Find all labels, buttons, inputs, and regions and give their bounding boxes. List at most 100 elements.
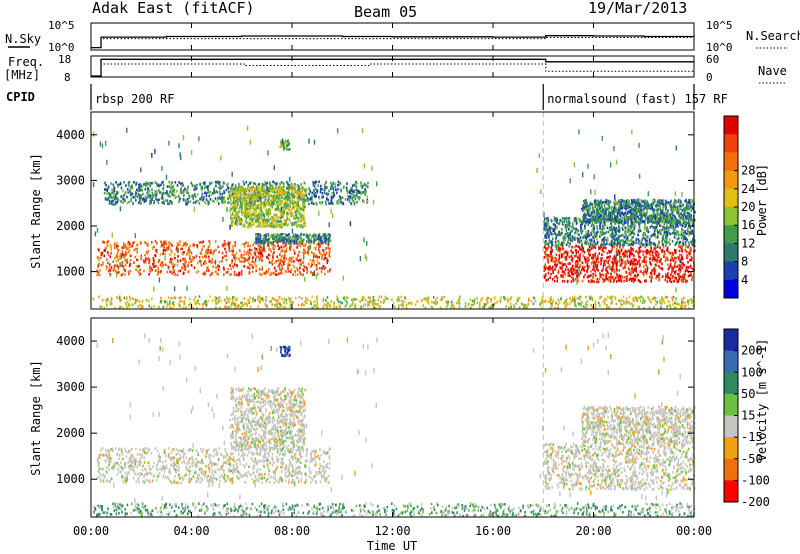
echo-cell	[292, 185, 294, 189]
echo-cell	[286, 238, 288, 242]
echo-cell	[303, 187, 306, 191]
echo-cell	[235, 213, 238, 216]
echo-cell	[678, 243, 681, 247]
echo-cell	[316, 272, 319, 276]
echo-cell	[150, 198, 152, 201]
echo-cell	[613, 254, 616, 258]
echo-cell	[223, 189, 225, 193]
echo-cell	[577, 238, 580, 242]
echo-cell	[681, 262, 684, 265]
echo-cell	[181, 247, 183, 251]
echo-cell	[565, 255, 568, 259]
echo-cell	[575, 216, 577, 220]
echo-cell	[228, 249, 231, 252]
echo-cell	[278, 190, 280, 194]
echo-cell	[230, 225, 232, 228]
echo-cell	[545, 266, 548, 270]
echo-cell	[208, 190, 210, 194]
echo-cell	[317, 240, 320, 244]
echo-cell	[682, 243, 685, 246]
echo-cell	[259, 236, 262, 240]
echo-cell	[613, 260, 616, 264]
echo-cell	[545, 242, 548, 245]
echo-cell	[644, 245, 647, 249]
echo-cell	[257, 222, 260, 225]
echo-cell	[178, 181, 180, 184]
echo-cell	[330, 199, 333, 202]
echo-cell	[284, 139, 287, 143]
echo-cell	[628, 250, 631, 253]
echo-cell	[328, 252, 331, 255]
echo-cell	[301, 208, 304, 212]
echo-cell	[543, 227, 545, 231]
echo-cell	[261, 252, 263, 256]
echo-cell	[672, 269, 674, 272]
echo-cell	[652, 255, 655, 258]
echo-cell	[285, 241, 287, 245]
echo-cell	[599, 274, 601, 277]
echo-cell	[303, 233, 305, 236]
echo-cell	[576, 232, 579, 235]
echo-cell	[200, 251, 202, 254]
echo-cell	[545, 279, 547, 282]
echo-cell	[553, 279, 556, 283]
echo-cell	[643, 260, 646, 264]
echo-cell	[272, 190, 274, 193]
echo-cell	[105, 188, 108, 191]
echo-cell	[145, 257, 147, 260]
echo-cell	[210, 261, 212, 265]
echo-cell	[687, 230, 689, 233]
echo-cell	[259, 254, 262, 258]
echo-cell	[624, 226, 627, 230]
echo-cell	[275, 196, 277, 199]
echo-cell	[149, 190, 151, 193]
echo-cell	[545, 240, 547, 243]
echo-cell	[272, 187, 275, 190]
echo-cell	[321, 196, 323, 199]
echo-cell	[330, 185, 332, 189]
echo-cell	[202, 198, 204, 202]
echo-cell	[543, 245, 546, 249]
echo-cell	[661, 239, 664, 243]
echo-cell	[218, 182, 220, 185]
echo-cell	[632, 243, 634, 247]
echo-cell	[338, 183, 340, 187]
echo-cell	[235, 195, 237, 199]
echo-cell	[287, 196, 290, 200]
echo-cell	[287, 195, 290, 198]
echo-cell	[287, 241, 290, 245]
echo-cell	[616, 250, 618, 253]
echo-cell	[277, 225, 279, 228]
echo-cell	[315, 236, 318, 240]
echo-cell	[266, 188, 268, 192]
echo-cell	[547, 245, 550, 248]
echo-cell	[134, 196, 136, 199]
echo-cell	[284, 142, 287, 145]
echo-cell	[307, 248, 310, 252]
echo-cell	[293, 192, 295, 196]
echo-cell	[151, 241, 153, 244]
echo-cell	[279, 239, 282, 243]
echo-cell	[602, 280, 605, 283]
echo-cell	[253, 262, 256, 266]
echo-cell	[205, 251, 208, 254]
echo-cell	[286, 197, 288, 201]
echo-cell	[661, 241, 664, 245]
echo-cell	[314, 247, 317, 250]
echo-cell	[233, 194, 236, 198]
echo-cell	[298, 240, 301, 244]
echo-cell	[593, 262, 595, 265]
echo-cell	[201, 192, 204, 196]
echo-cell	[208, 251, 210, 254]
echo-cell	[104, 247, 107, 250]
echo-cell	[340, 200, 343, 203]
echo-cell	[630, 224, 633, 228]
echo-cell	[153, 265, 156, 268]
echo-cell	[323, 267, 325, 270]
echo-cell	[200, 189, 203, 192]
echo-cell	[336, 191, 338, 195]
echo-cell	[112, 260, 115, 263]
echo-cell	[273, 261, 276, 265]
echo-cell	[584, 220, 586, 224]
echo-cell	[230, 267, 232, 271]
